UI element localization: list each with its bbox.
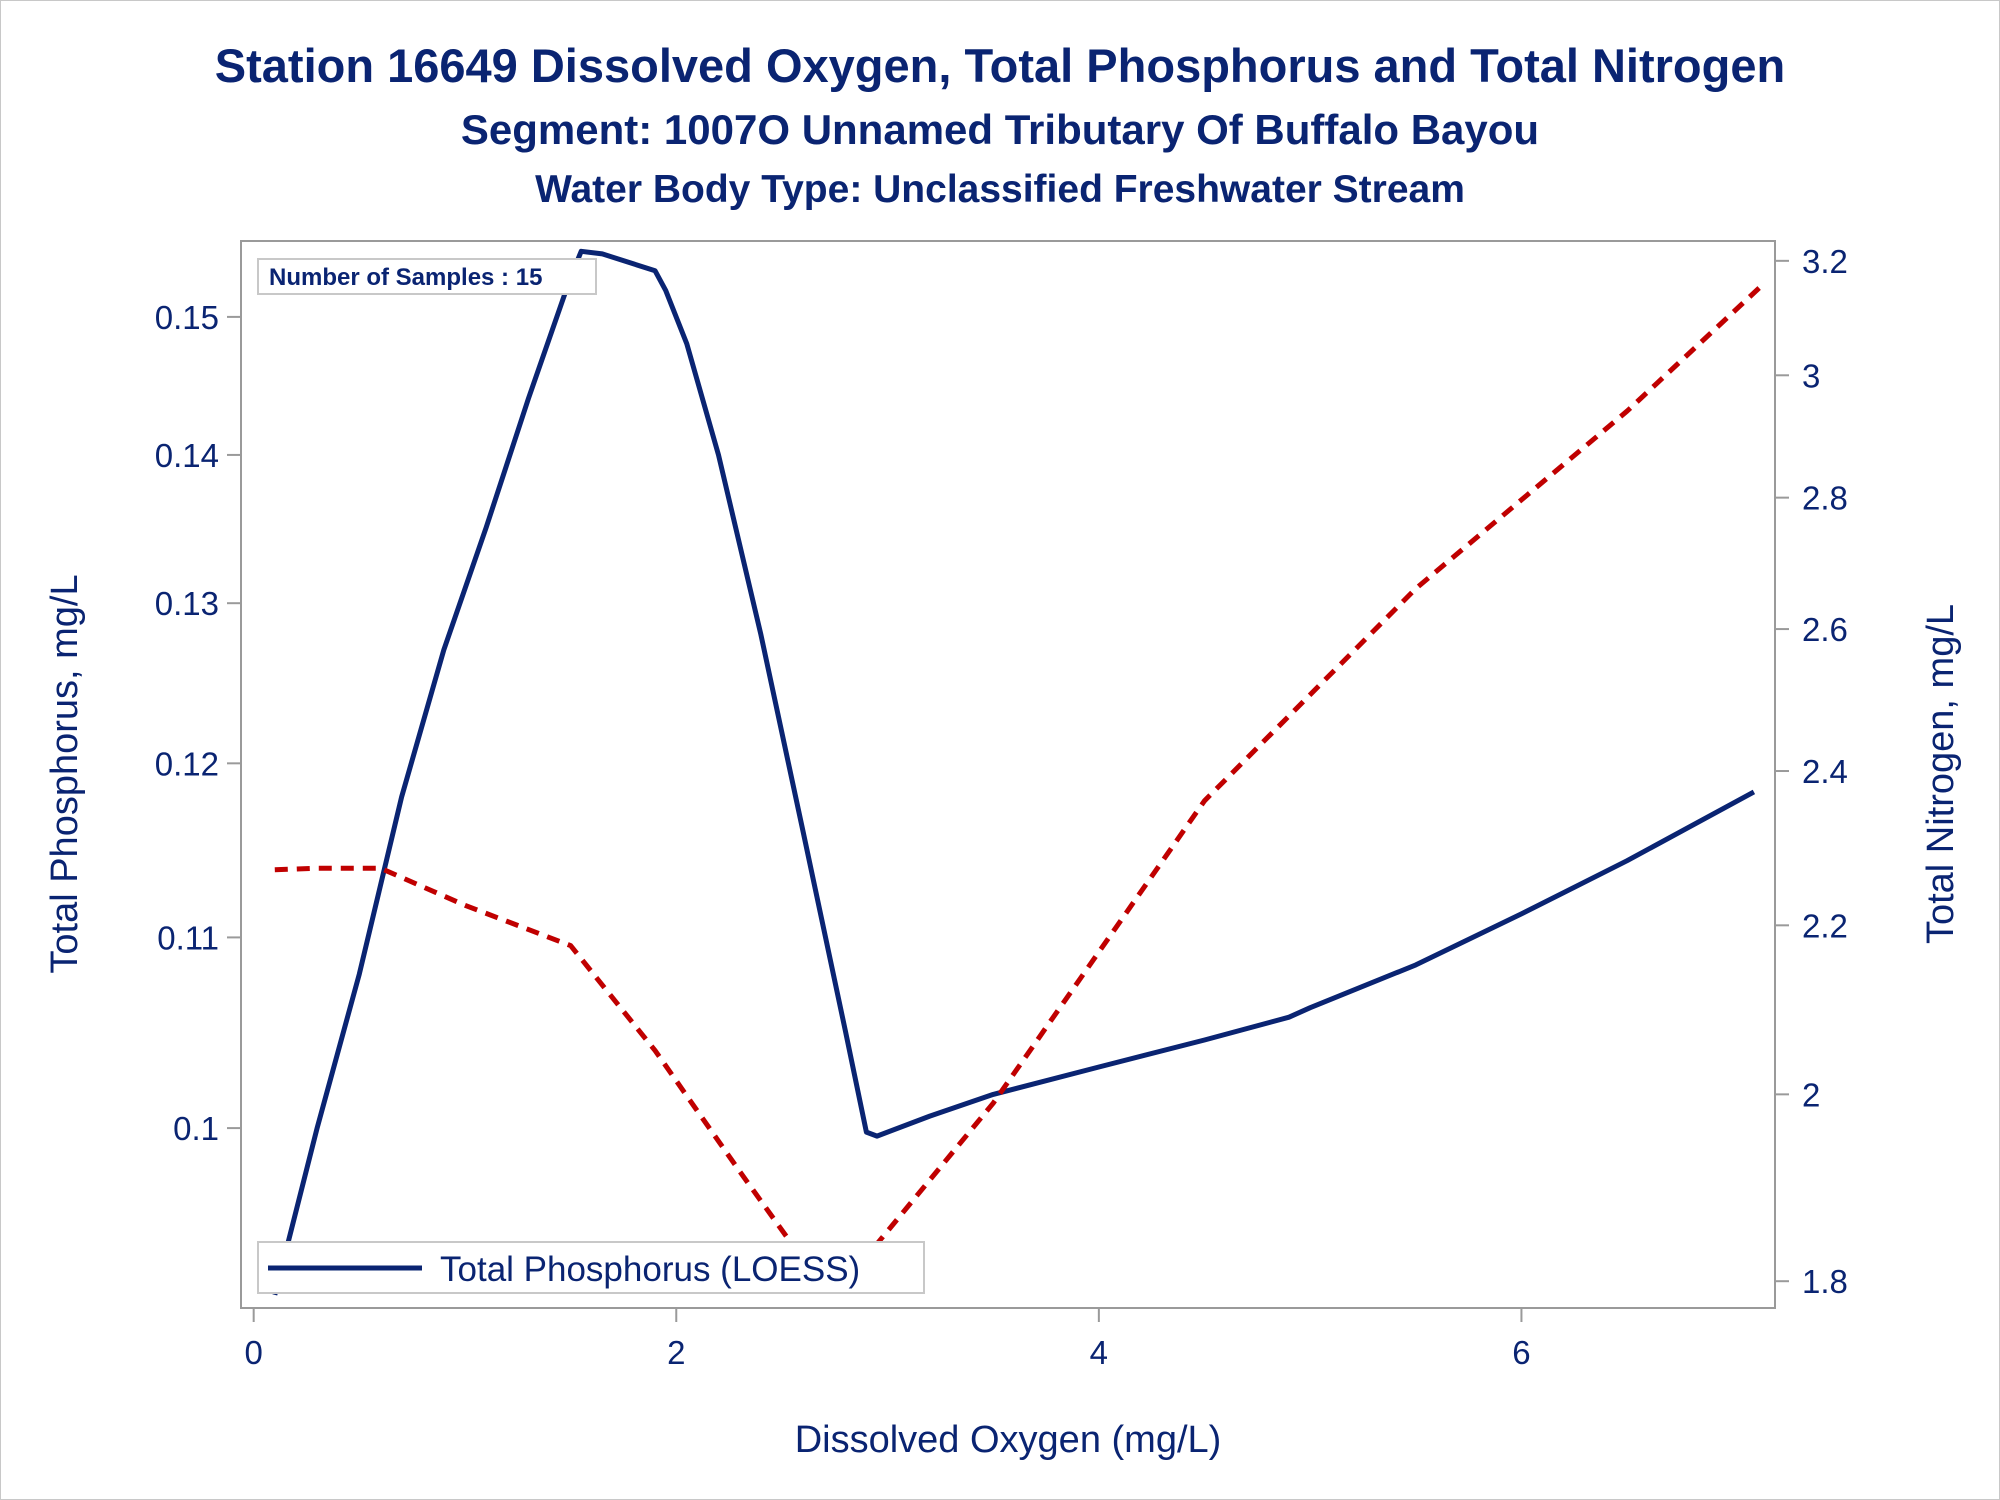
chart-subtitle-waterbody: Water Body Type: Unclassified Freshwater… — [535, 168, 1465, 211]
y2-tick-label: 3 — [1802, 357, 1820, 394]
plot-area — [240, 240, 1776, 1309]
samples-count-text: Number of Samples : 15 — [269, 264, 542, 291]
x-axis-label: Dissolved Oxygen (mg/L) — [795, 1419, 1222, 1461]
y2-tick-label: 1.8 — [1802, 1263, 1848, 1300]
y-tick-label: 0.13 — [155, 585, 219, 622]
y2-tick-label: 3.2 — [1802, 243, 1848, 280]
samples-inset-box — [257, 258, 597, 295]
legend: Total Phosphorus (LOESS) — [257, 1241, 925, 1294]
series-line-phosphorus — [272, 248, 1756, 1296]
x-tick-label: 2 — [667, 1334, 685, 1371]
series-group — [272, 248, 1767, 1296]
y-tick-label: 0.1 — [173, 1110, 219, 1147]
y2-tick-label: 2.6 — [1802, 611, 1848, 648]
y2-axis-label: Total Nitrogen, mg/L — [1920, 604, 1962, 944]
y2-tick-label: 2.8 — [1802, 480, 1848, 517]
series-line-nitrogen — [274, 281, 1767, 1277]
y-tick-label: 0.14 — [155, 437, 219, 474]
chart-title: Station 16649 Dissolved Oxygen, Total Ph… — [214, 39, 1786, 92]
y-axis-label: Total Phosphorus, mg/L — [44, 574, 86, 973]
axes: 0 2 4 6 0.1 0.11 0.12 0.13 0.14 0.15 1.8 2 2.2 2.4 2.6… — [155, 243, 1848, 1371]
x-tick-label: 0 — [244, 1334, 262, 1371]
y-tick-label: 0.12 — [155, 745, 219, 782]
x-tick-label: 4 — [1090, 1334, 1108, 1371]
y-tick-label: 0.11 — [157, 919, 219, 956]
x-tick-label: 6 — [1512, 1334, 1530, 1371]
legend-label-phosphorus: Total Phosphorus (LOESS) — [440, 1250, 860, 1289]
y2-tick-label: 2.4 — [1802, 753, 1848, 790]
y-tick-label: 0.15 — [155, 299, 219, 336]
y2-tick-label: 2 — [1802, 1076, 1820, 1113]
y2-tick-label: 2.2 — [1802, 907, 1848, 944]
chart-subtitle-segment: Segment: 1007O Unnamed Tributary Of Buff… — [460, 106, 1540, 153]
samples-inset: Number of Samples : 15 — [257, 258, 597, 295]
